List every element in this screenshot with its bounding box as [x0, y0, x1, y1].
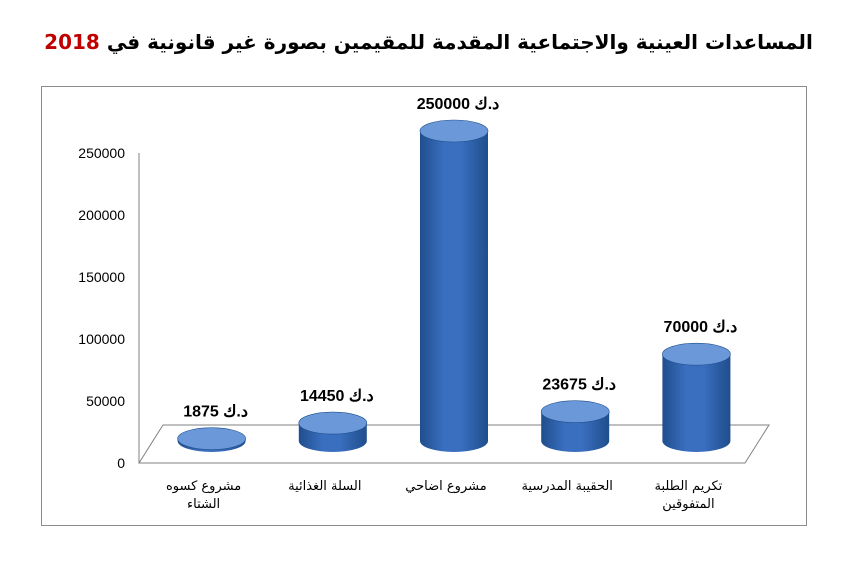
- bar: [298, 411, 368, 453]
- data-label: 250000 د.ك: [417, 96, 500, 113]
- bar-top: [662, 342, 731, 366]
- y-tick-label: 100000: [78, 331, 125, 347]
- bar-body: [541, 411, 610, 453]
- bar-body: [420, 131, 488, 452]
- chart-title-year: 2018: [44, 30, 100, 54]
- bar-body: [662, 354, 731, 453]
- bar-top: [177, 427, 246, 450]
- chart-frame: [41, 86, 807, 526]
- data-label: 70000 د.ك: [664, 319, 738, 336]
- chart-title-text: المساعدات العينية والاجتماعية المقدمة لل…: [106, 30, 813, 54]
- bar: [177, 427, 246, 453]
- category-label: الحقيبة المدرسية: [521, 479, 612, 494]
- category-label: مشروع كسوه: [166, 479, 241, 494]
- category-label: السلة الغذائية: [288, 479, 361, 494]
- data-label: 14450 د.ك: [300, 388, 374, 405]
- chart-floor: [138, 424, 770, 464]
- y-tick-label: 0: [117, 455, 125, 471]
- bar-top: [419, 119, 489, 143]
- chart-title: المساعدات العينية والاجتماعية المقدمة لل…: [0, 30, 857, 54]
- y-tick-label: 200000: [78, 207, 125, 223]
- bar: [419, 119, 489, 452]
- category-label: تكريم الطلبة: [654, 479, 722, 494]
- y-tick-label: 150000: [78, 269, 125, 285]
- data-label: 1875 د.ك: [183, 404, 248, 421]
- bar: [662, 342, 731, 453]
- y-tick-label: 250000: [78, 145, 125, 161]
- category-label: الشتاء: [187, 497, 220, 512]
- category-label: المتفوقين: [662, 497, 714, 512]
- bar-top: [540, 400, 610, 423]
- data-label: 23675 د.ك: [542, 377, 616, 394]
- category-label: مشروع اضاحي: [405, 479, 486, 494]
- y-tick-label: 50000: [86, 393, 125, 409]
- bar: [540, 400, 610, 453]
- bar-top: [298, 411, 368, 435]
